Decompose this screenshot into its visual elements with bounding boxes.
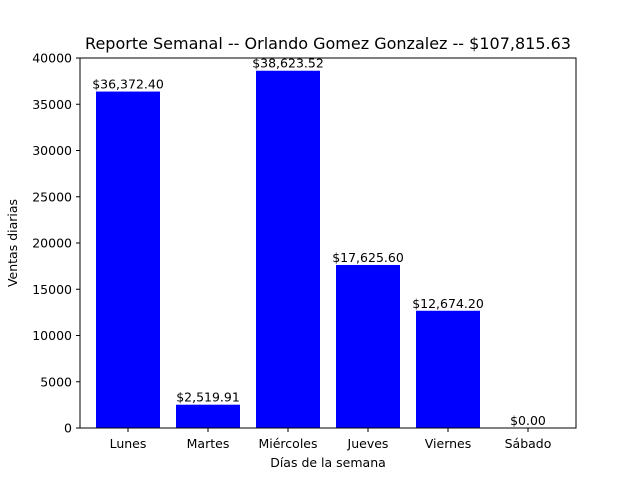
x-axis-label: Días de la semana — [270, 455, 386, 470]
data-label-2: $38,623.52 — [252, 56, 324, 71]
x-tick-label-5: Sábado — [505, 436, 552, 451]
x-tick-label-0: Lunes — [110, 436, 147, 451]
bar-4 — [416, 310, 480, 428]
y-tick-label-5: 25000 — [32, 189, 72, 204]
data-labels-group: $36,372.40 $2,519.91 $38,623.52 $17,625.60 $… — [92, 56, 546, 428]
bar-1 — [176, 404, 240, 428]
bar-0 — [96, 91, 160, 428]
y-axis-label: Ventas diarias — [5, 199, 20, 287]
y-tick-label-8: 40000 — [32, 51, 72, 66]
data-label-3: $17,625.60 — [332, 250, 404, 265]
data-label-5: $0.00 — [510, 413, 546, 428]
plot-frame — [79, 57, 577, 429]
bar-2 — [256, 70, 320, 429]
bars-group — [96, 70, 480, 429]
x-axis-ticks: Lunes Martes Miércoles Jueves Viernes Sábado — [110, 428, 552, 451]
y-tick-label-0: 0 — [64, 421, 72, 436]
y-axis-ticks: 0 5000 10000 15000 20000 25000 30000 35000 40000 — [32, 51, 80, 436]
y-tick-label-2: 10000 — [32, 328, 72, 343]
chart-title: Reporte Semanal -- Orlando Gomez Gonzale… — [85, 34, 571, 53]
data-label-4: $12,674.20 — [412, 296, 484, 311]
x-tick-label-1: Martes — [187, 436, 230, 451]
bar-3 — [336, 264, 400, 428]
y-tick-label-6: 30000 — [32, 143, 72, 158]
y-tick-label-3: 15000 — [32, 282, 72, 297]
y-tick-label-4: 20000 — [32, 236, 72, 251]
y-tick-label-7: 35000 — [32, 97, 72, 112]
x-tick-label-4: Viernes — [425, 436, 471, 451]
data-label-0: $36,372.40 — [92, 77, 164, 92]
x-tick-label-3: Jueves — [347, 436, 389, 451]
y-tick-label-1: 5000 — [40, 374, 72, 389]
data-label-1: $2,519.91 — [176, 390, 240, 405]
x-tick-label-2: Miércoles — [258, 436, 317, 451]
